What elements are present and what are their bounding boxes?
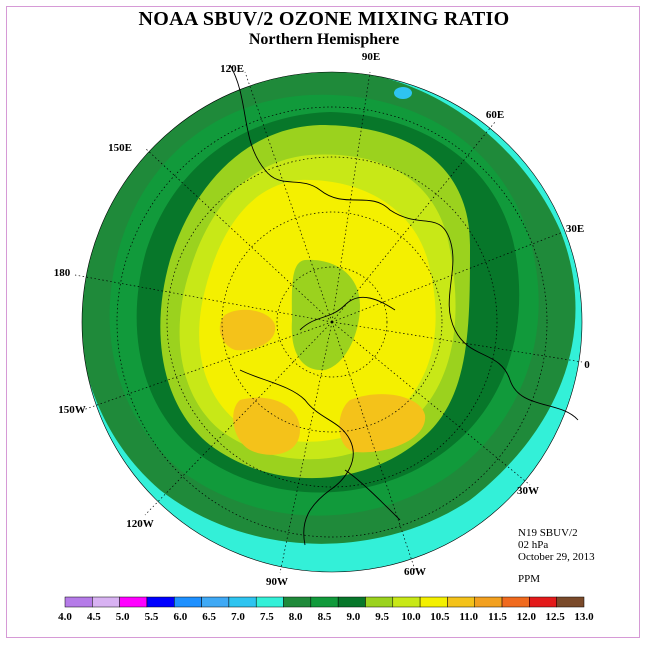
field-max-orange-pacific (219, 309, 276, 351)
field-blue-spot (394, 87, 412, 99)
colorbar: 4.0 4.5 5.0 5.5 6.0 6.5 7.0 7.5 8.0 8.5 9.0 9.5 10.0… (58, 596, 594, 623)
colorbar-swatch (201, 596, 230, 608)
colorbar-swatch (64, 596, 93, 608)
longitude-label: 120W (126, 518, 154, 530)
colorbar-tick-label: 12.0 (517, 611, 537, 623)
pressure-label: 02 hPa (518, 539, 549, 551)
colorbar-swatch (283, 596, 312, 608)
ozone-field (82, 72, 582, 572)
map-boundary (81, 71, 583, 573)
colorbar-swatch (365, 596, 394, 608)
colorbar-tick-label: 9.5 (375, 611, 389, 623)
longitude-label: 120E (220, 63, 244, 75)
colorbar-tick-label: 7.0 (231, 611, 245, 623)
colorbar-tick-label: 12.5 (546, 611, 566, 623)
field-max-orange-namerica (233, 397, 300, 455)
colorbar-swatch (92, 596, 120, 608)
colorbar-tick-label: 5.0 (116, 611, 130, 623)
colorbar-swatch (146, 596, 175, 608)
colorbar-tick-label: 5.5 (145, 611, 159, 623)
colorbar-tick-label: 7.5 (260, 611, 274, 623)
longitude-label: 60E (486, 109, 504, 121)
colorbar-swatch (419, 596, 448, 608)
longitude-label: 150W (58, 404, 86, 416)
colorbar-swatch (174, 596, 202, 608)
date-label: October 29, 2013 (518, 551, 595, 563)
longitude-label: 90W (266, 576, 288, 588)
instrument-label: N19 SBUV/2 (518, 527, 578, 539)
longitude-label: 180 (54, 267, 71, 279)
colorbar-tick-label: 9.0 (346, 611, 360, 623)
colorbar-swatch (392, 596, 421, 608)
colorbar-swatch (228, 596, 257, 608)
colorbar-swatch (556, 596, 585, 608)
colorbar-tick-label: 8.5 (318, 611, 332, 623)
colorbar-tick-label: 4.5 (87, 611, 101, 623)
chart-title: NOAA SBUV/2 OZONE MIXING RATIO (138, 8, 510, 30)
longitude-label: 60W (404, 566, 426, 578)
longitude-label: 30W (517, 485, 539, 497)
chart-subtitle: Northern Hemisphere (248, 31, 400, 48)
colorbar-swatch (501, 596, 530, 608)
colorbar-tick-label: 10.5 (430, 611, 450, 623)
colorbar-tick-label: 10.0 (401, 611, 421, 623)
colorbar-swatch (447, 596, 475, 608)
colorbar-swatch (474, 596, 503, 608)
colorbar-tick-label: 8.0 (289, 611, 303, 623)
field-polar-lightgreen (291, 259, 360, 371)
figure-frame (6, 6, 640, 638)
longitude-label: 30E (566, 223, 584, 235)
graticule (74, 71, 583, 574)
colorbar-swatch (119, 596, 148, 608)
colorbar-swatch (529, 596, 557, 608)
longitude-label: 150E (108, 142, 132, 154)
colorbar-swatch (337, 596, 366, 608)
longitude-label: 90E (362, 51, 380, 63)
field-max-orange-east (339, 394, 426, 453)
longitude-labels: 90E 60E 30E 0 30W 60W 90W 120W 150W 180 150E 120E (54, 51, 591, 588)
colorbar-tick-label: 6.0 (173, 611, 187, 623)
colorbar-swatch (255, 596, 284, 608)
colorbar-swatch (310, 596, 339, 608)
colorbar-tick-label: 11.5 (488, 611, 507, 623)
colorbar-tick-label: 13.0 (574, 611, 594, 623)
units-label: PPM (518, 573, 541, 585)
colorbar-tick-label: 6.5 (202, 611, 216, 623)
longitude-label: 0 (584, 359, 590, 371)
colorbar-tick-label: 4.0 (58, 611, 72, 623)
colorbar-tick-label: 11.0 (459, 611, 478, 623)
